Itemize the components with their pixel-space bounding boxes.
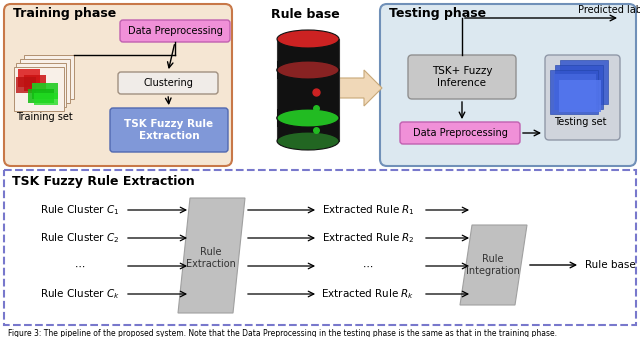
Text: TSK Fuzzy Rule
Extraction: TSK Fuzzy Rule Extraction [124, 119, 214, 141]
Text: Rule base: Rule base [585, 260, 636, 270]
Text: Training set: Training set [15, 112, 72, 122]
Text: $\cdots$: $\cdots$ [74, 261, 86, 271]
Bar [16, 63, 66, 107]
Bar [559, 80, 601, 112]
Text: Rule
Extraction: Rule Extraction [186, 247, 236, 269]
FancyBboxPatch shape [118, 72, 218, 94]
Text: Rule
Integration: Rule Integration [466, 254, 520, 276]
Text: Rule Cluster $C_k$: Rule Cluster $C_k$ [40, 287, 120, 301]
Bar [277, 39, 339, 141]
Text: Clustering: Clustering [143, 78, 193, 88]
Text: TSK Fuzzy Rule Extraction: TSK Fuzzy Rule Extraction [12, 176, 195, 188]
Text: Predicted label: Predicted label [578, 5, 640, 15]
Bar [28, 89, 54, 103]
Polygon shape [338, 70, 382, 106]
Bar [277, 109, 339, 127]
Text: Figure 3: The pipeline of the proposed system. Note that the Data Preprocessing : Figure 3: The pipeline of the proposed s… [8, 329, 557, 337]
Text: Testing phase: Testing phase [389, 7, 486, 21]
Text: Rule Cluster $C_1$: Rule Cluster $C_1$ [40, 203, 120, 217]
Bar [24, 55, 74, 99]
Ellipse shape [277, 109, 339, 127]
FancyBboxPatch shape [380, 4, 636, 166]
Bar [34, 93, 58, 105]
FancyBboxPatch shape [408, 55, 516, 99]
Ellipse shape [277, 30, 339, 48]
Bar [560, 60, 608, 104]
Text: Data Preprocessing: Data Preprocessing [413, 128, 508, 138]
Text: Extracted Rule $R_2$: Extracted Rule $R_2$ [321, 231, 415, 245]
Bar [550, 70, 598, 114]
Text: Data Preprocessing: Data Preprocessing [127, 26, 223, 36]
Text: Extracted Rule $R_k$: Extracted Rule $R_k$ [321, 287, 415, 301]
Bar [554, 74, 596, 110]
Bar [555, 65, 603, 109]
Text: $\cdots$: $\cdots$ [362, 261, 374, 271]
Text: Rule base: Rule base [271, 7, 339, 21]
FancyBboxPatch shape [4, 4, 232, 166]
Bar [24, 75, 46, 91]
Text: TSK+ Fuzzy
Inference: TSK+ Fuzzy Inference [432, 66, 492, 88]
Bar [277, 61, 339, 79]
Bar [32, 83, 58, 99]
Ellipse shape [277, 109, 339, 127]
FancyBboxPatch shape [120, 20, 230, 42]
Polygon shape [178, 198, 245, 313]
Bar [14, 67, 64, 111]
Ellipse shape [277, 61, 339, 79]
FancyBboxPatch shape [545, 55, 620, 140]
FancyBboxPatch shape [110, 108, 228, 152]
FancyBboxPatch shape [400, 122, 520, 144]
Bar [18, 69, 40, 87]
Text: Testing set: Testing set [554, 117, 606, 127]
Text: Training phase: Training phase [13, 7, 116, 21]
Ellipse shape [277, 61, 339, 79]
Ellipse shape [277, 132, 339, 150]
Polygon shape [460, 225, 527, 305]
Bar [16, 77, 36, 93]
Bar [4, 170, 636, 325]
Text: Extracted Rule $R_1$: Extracted Rule $R_1$ [321, 203, 415, 217]
Bar [20, 59, 70, 103]
Text: Rule Cluster $C_2$: Rule Cluster $C_2$ [40, 231, 120, 245]
